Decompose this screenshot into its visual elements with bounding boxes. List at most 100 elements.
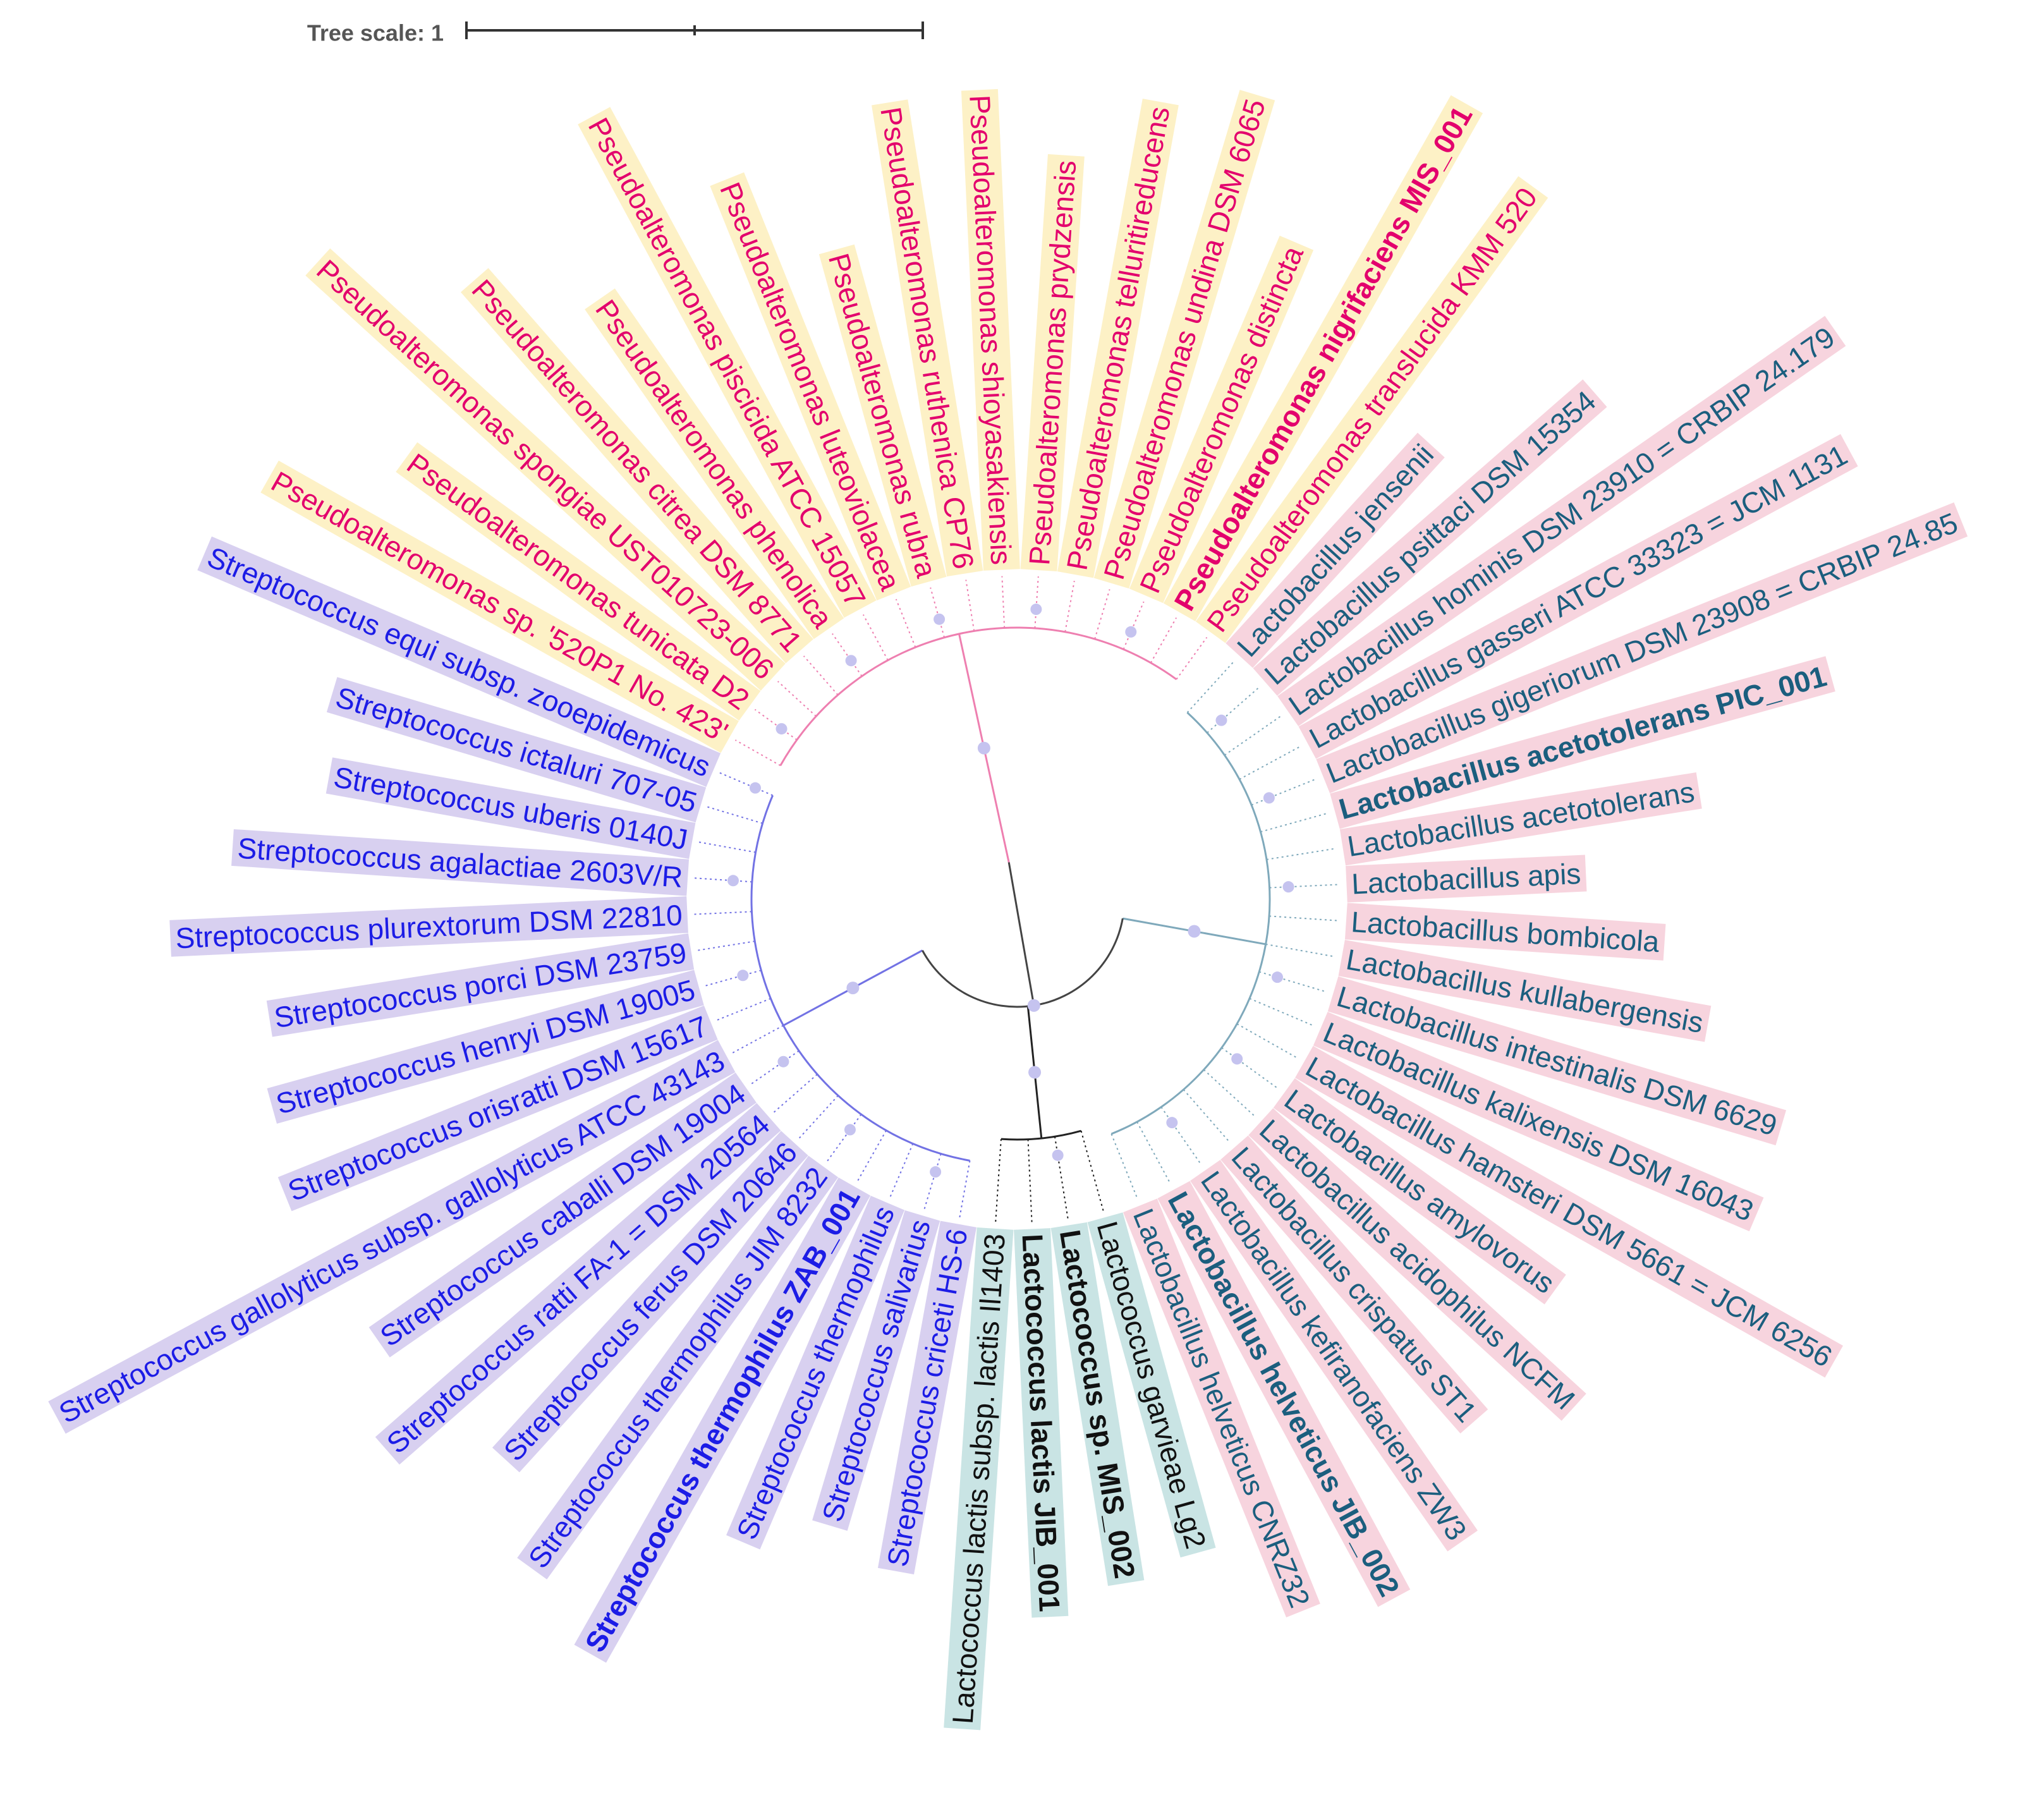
leaf-highlight — [277, 1006, 718, 1212]
leaf-branch — [1054, 1136, 1069, 1219]
leaf-highlight — [325, 757, 696, 859]
node-dot — [1125, 626, 1137, 638]
leaf-highlight — [1129, 235, 1314, 604]
leaf-highlight — [1123, 1198, 1320, 1618]
leaf-highlight — [169, 896, 688, 957]
node-dot — [1271, 971, 1283, 983]
leaf-highlight — [1093, 90, 1275, 589]
leaf-branch — [750, 1050, 800, 1085]
leaf-branch — [1251, 777, 1318, 806]
leaf-highlight — [1253, 379, 1607, 696]
leaf-highlight — [396, 442, 761, 721]
leaf-branch — [773, 1073, 818, 1114]
leaf-branch — [698, 841, 756, 853]
leaf-highlight — [517, 1155, 839, 1579]
node-dot — [737, 970, 749, 982]
leaf-branch — [1186, 659, 1236, 714]
root-branch — [1007, 862, 1035, 1006]
node-dot — [1263, 792, 1275, 804]
leaf-highlight — [710, 172, 911, 600]
node-dot — [934, 613, 946, 625]
clade-arc — [1110, 712, 1271, 1135]
leaf-branch — [1260, 812, 1329, 833]
node-dot — [1052, 1149, 1064, 1161]
leaf-highlight — [1344, 903, 1666, 961]
leaf-branch — [1258, 971, 1327, 993]
clade-arc — [750, 794, 970, 1162]
leaf-highlight — [812, 1210, 940, 1531]
leaf-label-group: Lactobacillus apis — [1346, 855, 1587, 903]
leaf-branch — [731, 1025, 784, 1054]
leaf-branch — [1176, 636, 1208, 680]
leaf-branch — [965, 580, 975, 631]
leaf-branch — [1080, 1130, 1104, 1212]
leaf-highlight — [460, 268, 813, 664]
leaf-branch — [1249, 997, 1315, 1027]
branches — [693, 576, 1341, 1223]
leaf-highlight — [266, 933, 695, 1037]
leaf-branch — [923, 1153, 942, 1210]
leaf-highlight — [944, 1227, 1014, 1731]
node-dot — [1030, 604, 1042, 616]
node-dot — [1166, 1117, 1178, 1129]
leaf-highlight — [1295, 1045, 1844, 1378]
leaf-highlight — [961, 88, 1020, 571]
leaf-branch — [1027, 1139, 1033, 1223]
leaf-highlight — [1226, 432, 1445, 668]
leaf-branch — [1239, 745, 1303, 780]
leaf-highlight — [1273, 1078, 1566, 1305]
leaf-highlight — [1014, 1228, 1069, 1618]
leaf-branch — [716, 997, 771, 1021]
leaf-branch — [1150, 617, 1177, 664]
leaf-highlight — [1313, 1011, 1764, 1232]
leaf-highlight — [1346, 855, 1587, 903]
leaf-highlight — [368, 1072, 757, 1358]
leaf-highlight — [877, 1220, 976, 1574]
leaf-branch — [862, 614, 889, 661]
root-dot — [1027, 999, 1040, 1012]
leaf-branch — [1265, 943, 1336, 958]
leaf-branch — [1001, 576, 1006, 628]
leaf-branch — [719, 772, 773, 796]
leaf-branch — [832, 633, 863, 677]
leaf-branch — [1224, 714, 1284, 756]
leaf-branch — [1136, 1121, 1172, 1185]
leaf-branch — [889, 1143, 914, 1198]
node-dot — [1215, 714, 1227, 726]
node-dot — [776, 723, 788, 735]
leaf: Lactococcus lactis JIB_001 — [1014, 1228, 1069, 1618]
leaf-label: Lactobacillus apis — [1351, 857, 1581, 901]
leaf-highlight — [231, 829, 690, 896]
leaf-branch — [777, 681, 817, 717]
node-dot — [846, 982, 860, 995]
leaf-branch — [1269, 884, 1341, 889]
leaf-branch — [705, 970, 762, 987]
leaf-branch — [895, 599, 916, 648]
leaf-branch — [1034, 576, 1039, 629]
leaf-branch — [694, 877, 752, 883]
leaf-branch — [1122, 601, 1145, 650]
leaf-highlight — [574, 1177, 871, 1663]
leaf-branch — [1203, 1069, 1257, 1118]
leaf-highlight — [1339, 772, 1702, 866]
leaf-highlight — [1316, 502, 1968, 793]
leaf-branch — [1207, 685, 1261, 734]
leaf-branch — [1183, 1089, 1231, 1143]
node-dot — [977, 741, 990, 755]
leaf-branch — [1221, 1047, 1280, 1090]
leaf-highlight — [1298, 434, 1858, 759]
leaf-label-group: Lactococcus lactis JIB_001 — [1014, 1228, 1069, 1618]
leaf-highlight — [48, 1040, 736, 1434]
leaf-branch — [1094, 589, 1110, 640]
leaf-branch — [1110, 1133, 1139, 1200]
leaf-branch — [857, 1130, 887, 1182]
leaf-branch — [707, 806, 763, 824]
leaf-branch — [754, 709, 798, 741]
leaf-highlight — [578, 107, 877, 618]
leaf-highlight — [375, 1103, 781, 1465]
root-arc — [922, 918, 1124, 1008]
scale-bar — [465, 21, 924, 39]
leaf-highlight — [260, 460, 739, 753]
leaf-branch — [826, 1114, 862, 1162]
leaf-highlight — [1338, 940, 1712, 1042]
